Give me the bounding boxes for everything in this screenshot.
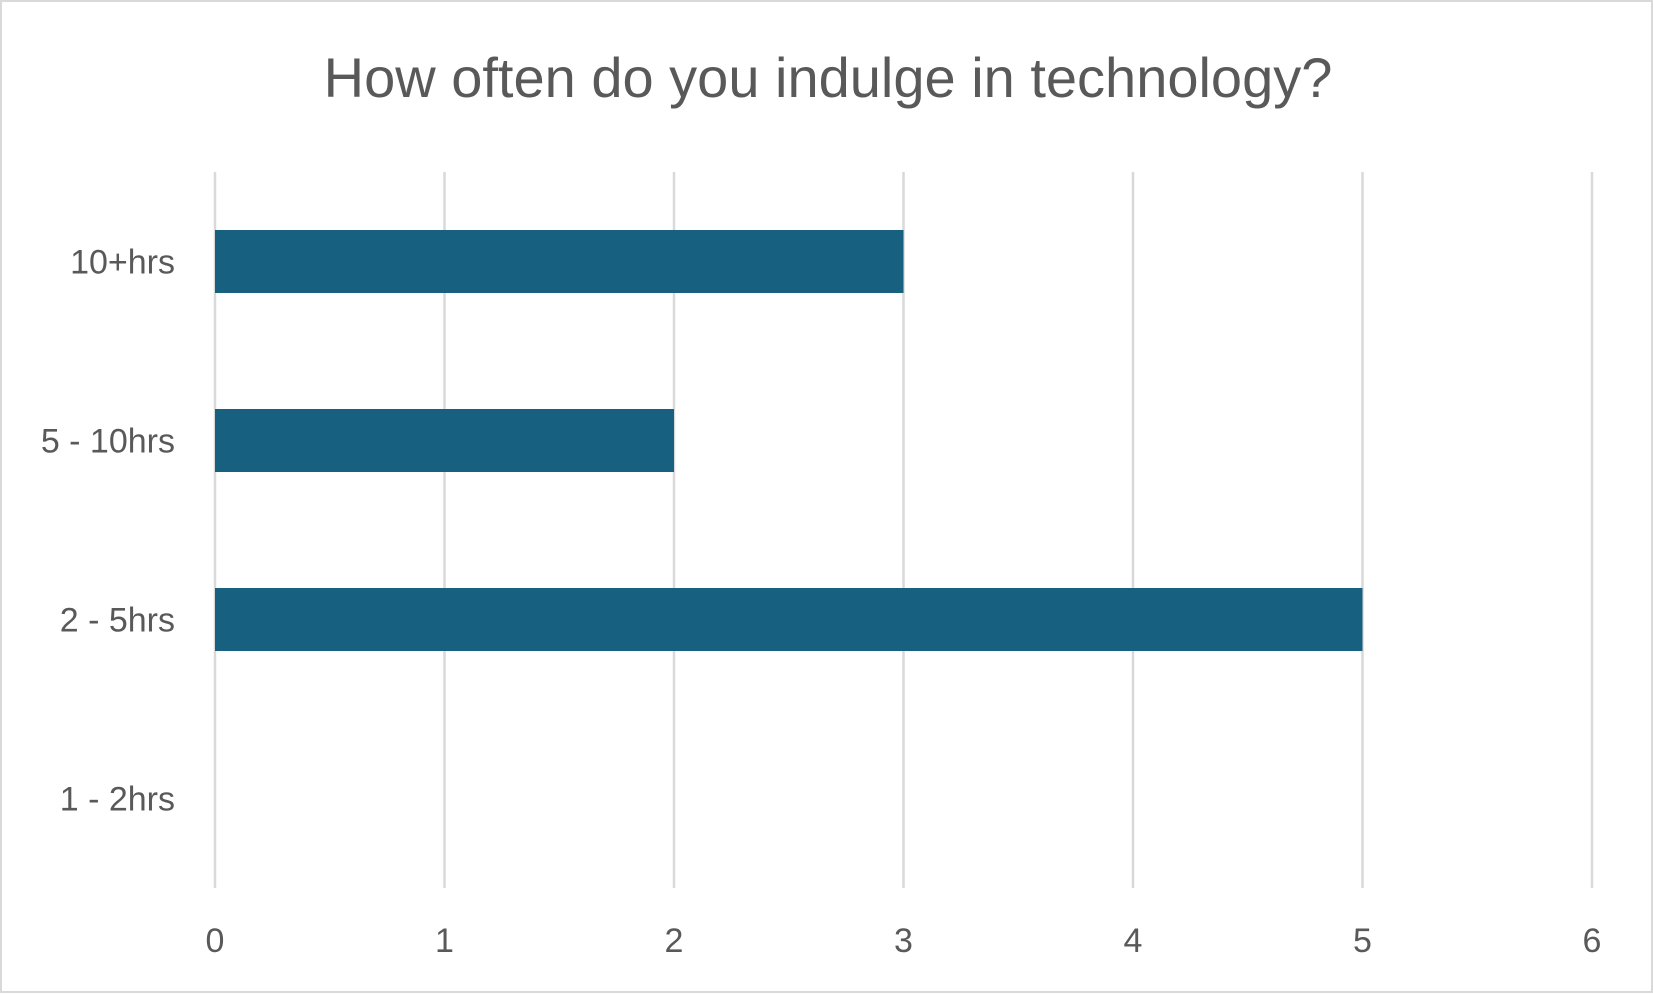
category-label: 2 - 5hrs: [60, 602, 175, 640]
x-tick-label: 4: [1124, 922, 1143, 960]
bars: [215, 230, 1363, 651]
x-tick-label: 3: [894, 922, 913, 960]
x-tick-labels: 0 1 2 3 4 5 6: [206, 922, 1602, 960]
x-tick-label: 2: [665, 922, 684, 960]
bar: [215, 409, 674, 472]
x-tick-label: 6: [1583, 922, 1602, 960]
x-tick-label: 1: [435, 922, 454, 960]
bar: [215, 588, 1363, 651]
category-labels: 10+hrs 5 - 10hrs 2 - 5hrs 1 - 2hrs: [41, 244, 175, 819]
chart-title: How often do you indulge in technology?: [324, 46, 1333, 109]
category-label: 5 - 10hrs: [41, 423, 175, 461]
x-tick-label: 5: [1353, 922, 1372, 960]
category-label: 1 - 2hrs: [60, 781, 175, 819]
category-label: 10+hrs: [70, 244, 175, 282]
bar: [215, 230, 904, 293]
x-tick-label: 0: [206, 922, 225, 960]
